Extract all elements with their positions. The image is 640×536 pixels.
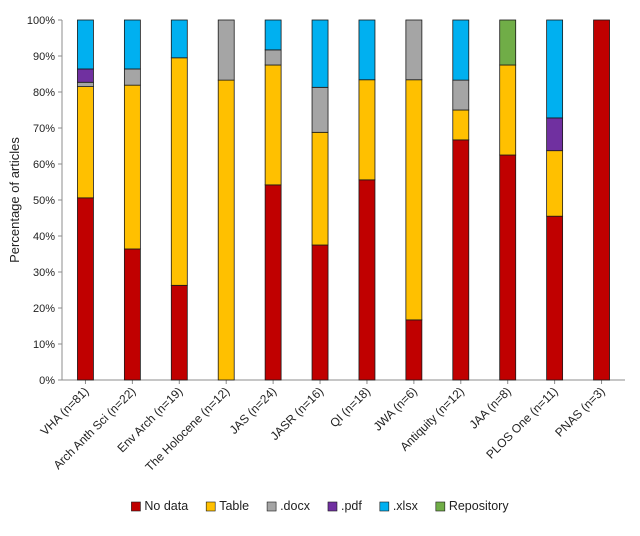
bar-segment [217, 79, 235, 381]
legend-swatch [205, 501, 216, 512]
bar-segment [264, 49, 282, 66]
bar-segment [358, 179, 376, 381]
bar-segment [452, 139, 470, 381]
bar-segment [170, 284, 188, 381]
y-tick-label: 30% [33, 267, 55, 279]
bar-segment [546, 150, 564, 217]
y-tick-label: 0% [39, 375, 55, 387]
bar-segment [546, 215, 564, 381]
bar-segment [77, 19, 94, 70]
axes [58, 19, 625, 384]
legend-swatch [327, 501, 338, 512]
bar-segment [452, 19, 470, 81]
bar-segment [123, 19, 141, 70]
legend-item: No data [131, 499, 188, 513]
bar-segment [499, 154, 517, 381]
bar-segment [264, 19, 282, 51]
x-tick-label: JWA (n=6) [371, 384, 420, 433]
x-tick-label: The Holocene (n=12) [142, 384, 232, 474]
legend-label: Table [219, 499, 249, 513]
legend-swatch [131, 501, 141, 512]
y-tick-label: 60% [33, 159, 55, 171]
bar-segment [77, 68, 94, 83]
bar-segment [452, 109, 470, 141]
bar-segment [405, 319, 423, 381]
bar-segment [77, 197, 94, 381]
bar-segment [311, 86, 329, 133]
bar-segment [499, 64, 517, 156]
bar-segment [217, 19, 235, 81]
y-tick-label: 40% [33, 231, 55, 243]
bar-segment [358, 19, 376, 81]
legend-label: Repository [449, 499, 509, 513]
y-tick-label: 20% [33, 303, 55, 315]
legend-label: .pdf [341, 499, 362, 513]
bar-segment [264, 64, 282, 186]
legend-label: .xlsx [393, 499, 419, 513]
y-axis-title: Percentage of articles [7, 137, 22, 263]
x-tick-label: QI (n=18) [327, 384, 373, 430]
y-tick-label: 70% [33, 123, 55, 135]
x-tick-label: Arch Anth Sci (n=22) [51, 384, 139, 472]
x-tick-label: PNAS (n=3) [552, 384, 607, 439]
bar-segment [311, 131, 329, 246]
bar-segment [264, 184, 282, 381]
labels: 0% 10% 20% 30% 40% 50% 60% 70% 80% 90% 100% Percent… [7, 15, 608, 474]
x-tick-label: JAA (n=8) [466, 384, 513, 431]
bar-segment [123, 84, 141, 250]
legend-swatch [266, 501, 277, 512]
bar-segment [311, 19, 329, 88]
bar-segment [123, 68, 141, 86]
y-tick-label: 50% [33, 195, 55, 207]
legend-item: Table [205, 499, 249, 513]
legend-label: .docx [280, 499, 311, 513]
legend-item: Repository [435, 499, 509, 513]
bar-segment [311, 244, 329, 381]
y-tick-label: 80% [33, 87, 55, 99]
bar-segment [546, 117, 564, 152]
bar-segment [405, 19, 423, 81]
legend-item: .pdf [327, 499, 362, 513]
bar-segment [170, 57, 188, 286]
bar-segment [452, 79, 470, 111]
y-tick-label: 10% [33, 339, 55, 351]
bar-segment [77, 81, 94, 87]
y-tick-label: 100% [27, 15, 55, 27]
legend-item: .xlsx [379, 499, 419, 513]
legend-swatch [435, 501, 446, 512]
bar-segment [546, 19, 564, 119]
legend-item: .docx [266, 499, 311, 513]
y-tick-label: 90% [33, 51, 55, 63]
bars [77, 19, 610, 381]
bar-segment [499, 19, 517, 66]
legend: No data Table .docx .pdf .xlsx Repository [131, 499, 509, 513]
bar-segment [77, 86, 94, 199]
legend-label: No data [144, 499, 188, 513]
bar-segment [358, 79, 376, 181]
legend-swatch [379, 501, 390, 512]
bar-segment [123, 248, 141, 381]
bar-segment [405, 79, 423, 321]
bar-segment [170, 19, 188, 59]
bar-segment [593, 19, 610, 381]
